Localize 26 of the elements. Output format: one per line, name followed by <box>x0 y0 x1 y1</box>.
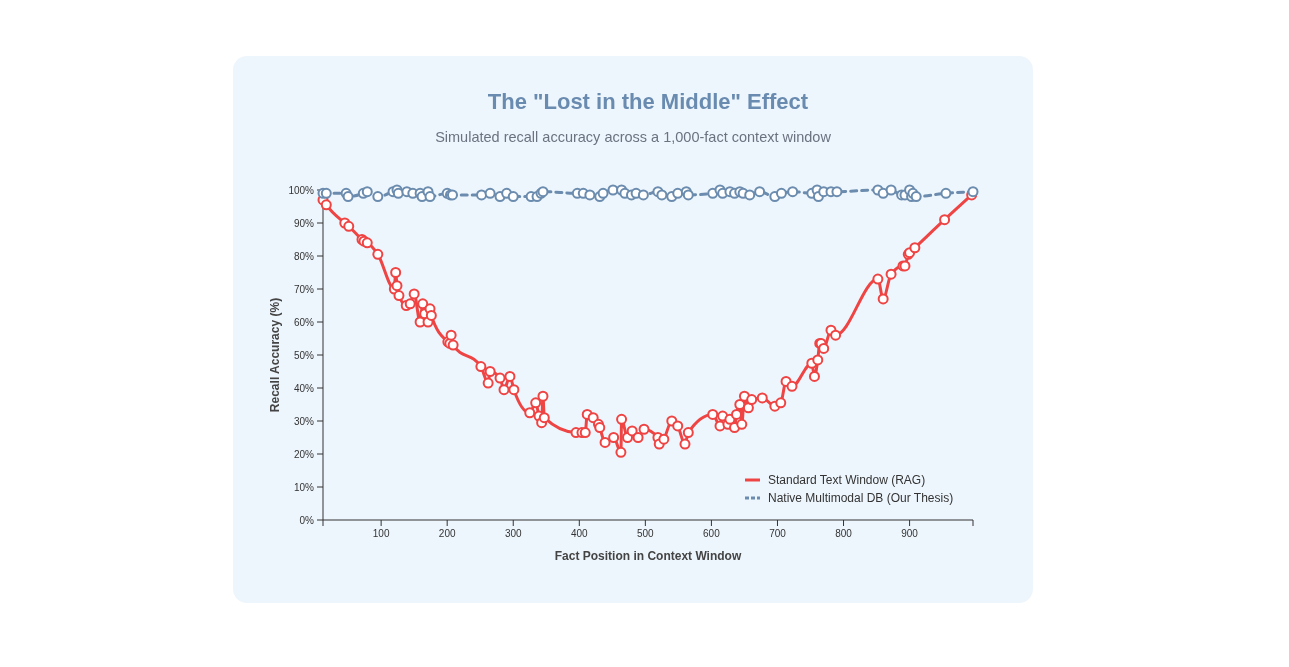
chart-subtitle: Simulated recall accuracy across a 1,000-fact context window <box>435 129 832 145</box>
legend-label: Native Multimodal DB (Our Thesis) <box>768 491 954 506</box>
legend-label: Standard Text Window (RAG) <box>768 473 926 488</box>
x-tick-label: 200 <box>438 528 456 539</box>
y-tick-label: 70% <box>293 283 315 295</box>
x-tick-label: 400 <box>570 528 589 539</box>
y-tick-label: 50% <box>293 349 315 361</box>
x-tick-label: 700 <box>769 528 787 539</box>
x-tick-label: 900 <box>901 528 919 539</box>
y-tick-label: 10% <box>293 481 315 493</box>
y-tick-label: 40% <box>293 382 315 394</box>
x-tick-label: 300 <box>504 528 523 539</box>
chart-title: The "Lost in the Middle" Effect <box>487 89 809 114</box>
y-tick-label: 20% <box>293 448 315 460</box>
y-tick-label: 100% <box>288 184 315 196</box>
y-tick-label: 80% <box>293 250 315 262</box>
y-axis-title: Recall Accuracy (%) <box>268 297 282 413</box>
x-tick-label: 600 <box>703 528 721 539</box>
y-tick-label: 0% <box>299 514 315 526</box>
y-tick-label: 60% <box>293 316 315 328</box>
x-axis-title: Fact Position in Context Window <box>554 549 742 563</box>
x-tick-label: 100 <box>372 528 390 539</box>
x-tick-label: 800 <box>835 528 853 539</box>
y-tick-label: 30% <box>293 415 315 427</box>
x-tick-label: 500 <box>637 528 655 539</box>
y-tick-label: 90% <box>293 217 315 229</box>
